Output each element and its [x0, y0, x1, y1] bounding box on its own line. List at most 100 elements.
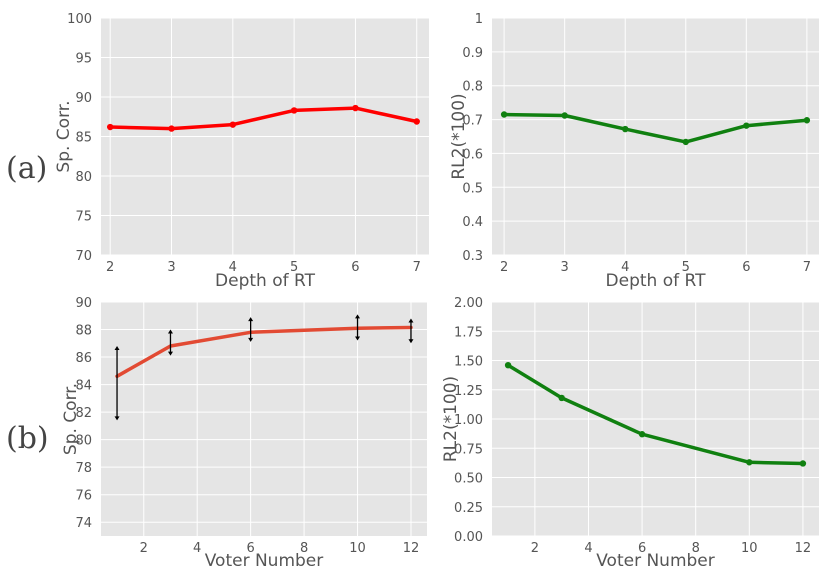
data-point: [803, 117, 811, 124]
error-cap-top: [114, 346, 120, 351]
data-point: [561, 112, 568, 119]
data-point: [168, 125, 175, 132]
y-tick-label: 1.75: [454, 325, 483, 340]
x-tick-label: 6: [742, 260, 750, 275]
y-tick-label: 0.6: [462, 147, 483, 162]
x-tick-label: 12: [403, 541, 420, 556]
y-tick-label: 1.00: [454, 413, 483, 428]
x-tick-label: 6: [351, 260, 359, 275]
data-point: [352, 104, 359, 112]
data-point: [290, 107, 298, 114]
y-tick-label: 88: [75, 324, 92, 339]
y-axis-label: RL2(*100): [441, 376, 461, 462]
x-tick-label: 3: [167, 260, 175, 275]
data-point: [746, 459, 753, 466]
y-tick-label: 70: [75, 249, 92, 264]
y-tick-label: 78: [75, 461, 92, 476]
error-cap-bottom: [114, 416, 120, 421]
x-tick-label: 12: [795, 541, 812, 556]
y-tick-label: 0.5: [462, 181, 483, 196]
y-tick-label: 0.00: [454, 530, 483, 545]
error-cap-top: [167, 329, 173, 334]
x-axis-label: Voter Number: [205, 551, 324, 571]
data-point: [799, 460, 807, 467]
y-tick-label: 1.25: [454, 384, 483, 399]
x-tick-label: 4: [584, 541, 592, 556]
x-tick-label: 4: [229, 260, 237, 275]
data-point: [106, 123, 114, 131]
series-line-0: [108, 106, 419, 131]
data-point: [504, 361, 512, 369]
y-tick-label: 0.4: [462, 215, 483, 230]
y-axis-label: Sp. Corr.: [61, 383, 81, 455]
y-tick-label: 0.3: [462, 249, 483, 264]
error-cap-bottom: [167, 351, 173, 356]
chart-b-right: 0.00 0.25 0.50 0.75 1.00 1.25 1.50 1.75 2.00 2 4 6 8…: [441, 296, 819, 571]
y-tick-label: 100: [67, 12, 92, 27]
error-cap-top: [408, 318, 414, 323]
y-tick-label: 0.8: [462, 80, 483, 95]
data-point: [622, 125, 629, 133]
x-axis-label: Depth of RT: [215, 271, 316, 291]
x-tick-label: 5: [290, 260, 298, 275]
x-tick-label: 5: [682, 260, 690, 275]
y-tick-label: 84: [75, 379, 92, 394]
y-tick-label: 1: [475, 12, 483, 27]
y-tick-label: 80: [75, 434, 92, 449]
data-point: [682, 138, 689, 146]
data-point: [229, 121, 237, 128]
x-tick-label: 7: [413, 260, 421, 275]
x-tick-label: 2: [500, 260, 508, 275]
y-tick-label: 2.00: [454, 296, 483, 311]
chart-b-left: 74 76 78 80 82 84 86 88 90 2 4 6 8 10 12 Voter Number Sp…: [61, 296, 427, 571]
series-line-0: [502, 112, 809, 144]
y-tick-label: 85: [75, 131, 92, 146]
error-cap-bottom: [355, 336, 361, 341]
row-label-a: (a): [6, 151, 47, 186]
x-tick-label: 2: [140, 541, 148, 556]
x-axis-label: Voter Number: [596, 551, 715, 571]
y-tick-label: 95: [75, 52, 92, 67]
x-tick-label: 8: [692, 541, 700, 556]
x-tick-label: 4: [193, 541, 201, 556]
y-axis-label: RL2(*100): [449, 93, 469, 179]
error-cap-top: [355, 314, 361, 319]
y-tick-label: 0.50: [454, 472, 483, 487]
plot-background: [101, 302, 427, 536]
data-point: [413, 118, 420, 125]
data-point: [638, 431, 646, 438]
x-tick-label: 3: [561, 260, 569, 275]
y-tick-label: 76: [75, 489, 92, 504]
y-tick-label: 1.50: [454, 355, 483, 370]
y-tick-label: 0.25: [454, 501, 483, 516]
x-tick-label: 10: [349, 541, 366, 556]
y-tick-label: 0.9: [462, 46, 483, 61]
y-axis-label: Sp. Corr.: [54, 100, 74, 172]
chart-a-right: 0.3 0.4 0.5 0.6 0.7 0.8 0.9 1 2 3 4 5 6 7 Depth of RT R…: [449, 12, 819, 291]
y-tick-label: 82: [75, 406, 92, 421]
data-point: [558, 394, 565, 402]
y-tick-label: 90: [75, 91, 92, 106]
x-tick-label: 8: [300, 541, 308, 556]
x-tick-label: 6: [246, 541, 254, 556]
x-tick-label: 6: [638, 541, 646, 556]
chart-a-left: 70 75 80 85 90 95 100 2 3 4 5 6 7 Depth of RT Sp. Corr…: [54, 12, 429, 291]
row-label-b: (b): [6, 421, 49, 456]
y-tick-label: 74: [75, 516, 92, 531]
error-cap-bottom: [248, 337, 254, 342]
y-tick-label: 80: [75, 170, 92, 185]
x-tick-label: 10: [741, 541, 758, 556]
x-tick-label: 2: [531, 541, 539, 556]
x-tick-label: 7: [803, 260, 811, 275]
y-tick-label: 86: [75, 351, 92, 366]
y-tick-label: 90: [75, 296, 92, 311]
x-tick-label: 2: [106, 260, 114, 275]
error-cap-bottom: [408, 339, 414, 344]
x-tick-label: 4: [621, 260, 629, 275]
y-tick-label: 75: [75, 210, 92, 225]
y-tick-label: 0.7: [462, 114, 483, 129]
x-axis-label: Depth of RT: [606, 271, 707, 291]
y-tick-label: 0.75: [454, 442, 483, 457]
